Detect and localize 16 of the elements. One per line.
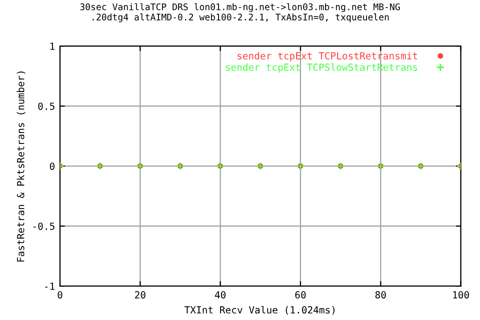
y-tick-label: 0.5: [38, 102, 54, 110]
y-axis-title: FastRetran & PktsRetrans (number): [16, 72, 26, 262]
y-tick-label: -0.5: [33, 222, 54, 230]
x-tick-label: 20: [135, 291, 146, 299]
chart-title: 30sec VanillaTCP DRS lon01.mb-ng.net->lon03.mb-ng.net MB-NG .20dtg4 altAIMD-0.2 web100-2.2.1, TxAbsIn=0, txqueuelen: [80, 3, 400, 22]
x-tick-label: 80: [375, 291, 386, 299]
y-tick-label: 1: [50, 42, 54, 50]
x-tick-label: 0: [58, 291, 62, 299]
x-tick-label: 100: [453, 291, 469, 299]
y-tick-label: 0: [50, 162, 55, 170]
x-axis-title: TXInt Recv Value (1.024ms): [184, 306, 334, 315]
x-tick-label: 40: [214, 291, 226, 299]
y-tick-label: -1: [45, 282, 54, 290]
legend-label: sender tcpExt TCPSlowStartRetrans: [226, 63, 418, 73]
x-tick-label: 60: [295, 291, 306, 299]
legend-label: sender tcpExt TCPLostRetransmit: [238, 52, 418, 62]
